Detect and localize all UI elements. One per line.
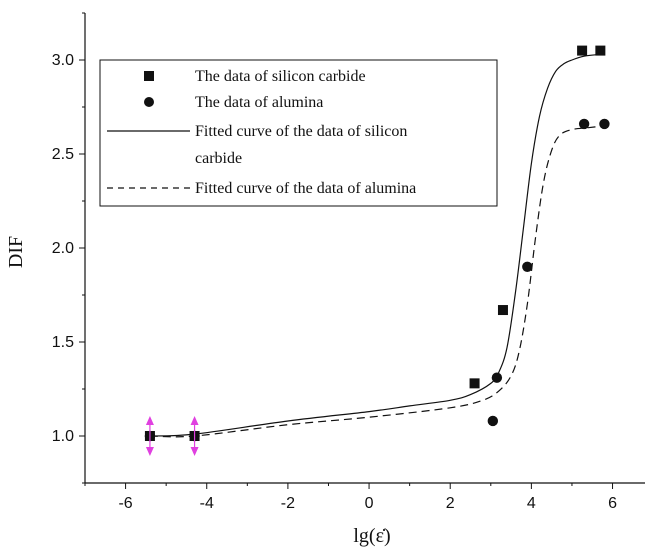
- data-point-alumina: [522, 261, 533, 272]
- legend-box: [99, 59, 498, 207]
- x-tick-label: -2: [281, 495, 295, 512]
- legend-label: The data of alumina: [195, 94, 323, 111]
- error-arrow-up: [190, 416, 199, 425]
- y-axis-label: DIF: [5, 236, 27, 268]
- data-point-silicon-carbide: [595, 45, 606, 56]
- fitted-curve-silicon-carbide: [149, 53, 601, 437]
- x-tick-label: 4: [527, 495, 536, 512]
- data-point-silicon-carbide: [469, 378, 480, 389]
- error-arrow-down: [145, 447, 154, 456]
- error-marker: [145, 416, 154, 456]
- legend-label: The data of silicon carbide: [195, 68, 366, 85]
- error-marker: [190, 416, 199, 456]
- legend-label: carbide: [195, 150, 242, 167]
- x-tick-label: 0: [365, 495, 374, 512]
- y-tick-label: 3.0: [52, 52, 74, 69]
- y-tick-label: 2.5: [52, 146, 74, 163]
- y-tick-label: 1.5: [52, 334, 74, 351]
- data-point-alumina: [491, 372, 503, 383]
- fitted-curves: [149, 53, 605, 438]
- x-tick-label: -6: [118, 495, 132, 512]
- y-tick-label: 1.0: [52, 428, 74, 445]
- legend-label: Fitted curve of the data of alumina: [195, 180, 416, 197]
- error-arrow-up: [145, 416, 154, 425]
- legend-square-marker: [144, 71, 154, 81]
- fitted-curve-alumina: [149, 125, 605, 438]
- legend-label: Fitted curve of the data of silicon: [195, 123, 407, 140]
- data-point-alumina: [599, 118, 610, 130]
- data-point-alumina: [487, 415, 499, 427]
- data-point-alumina: [578, 118, 590, 130]
- data-point-silicon-carbide: [497, 305, 508, 316]
- legend: The data of silicon carbide The data of a…: [99, 59, 498, 207]
- x-tick-label: 2: [446, 495, 455, 512]
- error-arrow-down: [190, 447, 199, 456]
- legend-circle-marker: [144, 97, 154, 107]
- ticks: -6 -4 -2 0 2 4 6 1.0 1.5 2.0 2.5 3.0: [52, 12, 617, 512]
- x-tick-label: -4: [200, 495, 214, 512]
- x-axis-label: lg(ε̇): [353, 525, 390, 547]
- data-point-silicon-carbide: [577, 45, 588, 56]
- y-tick-label: 2.0: [52, 240, 74, 257]
- x-tick-label: 6: [608, 495, 617, 512]
- error-markers: [145, 416, 199, 456]
